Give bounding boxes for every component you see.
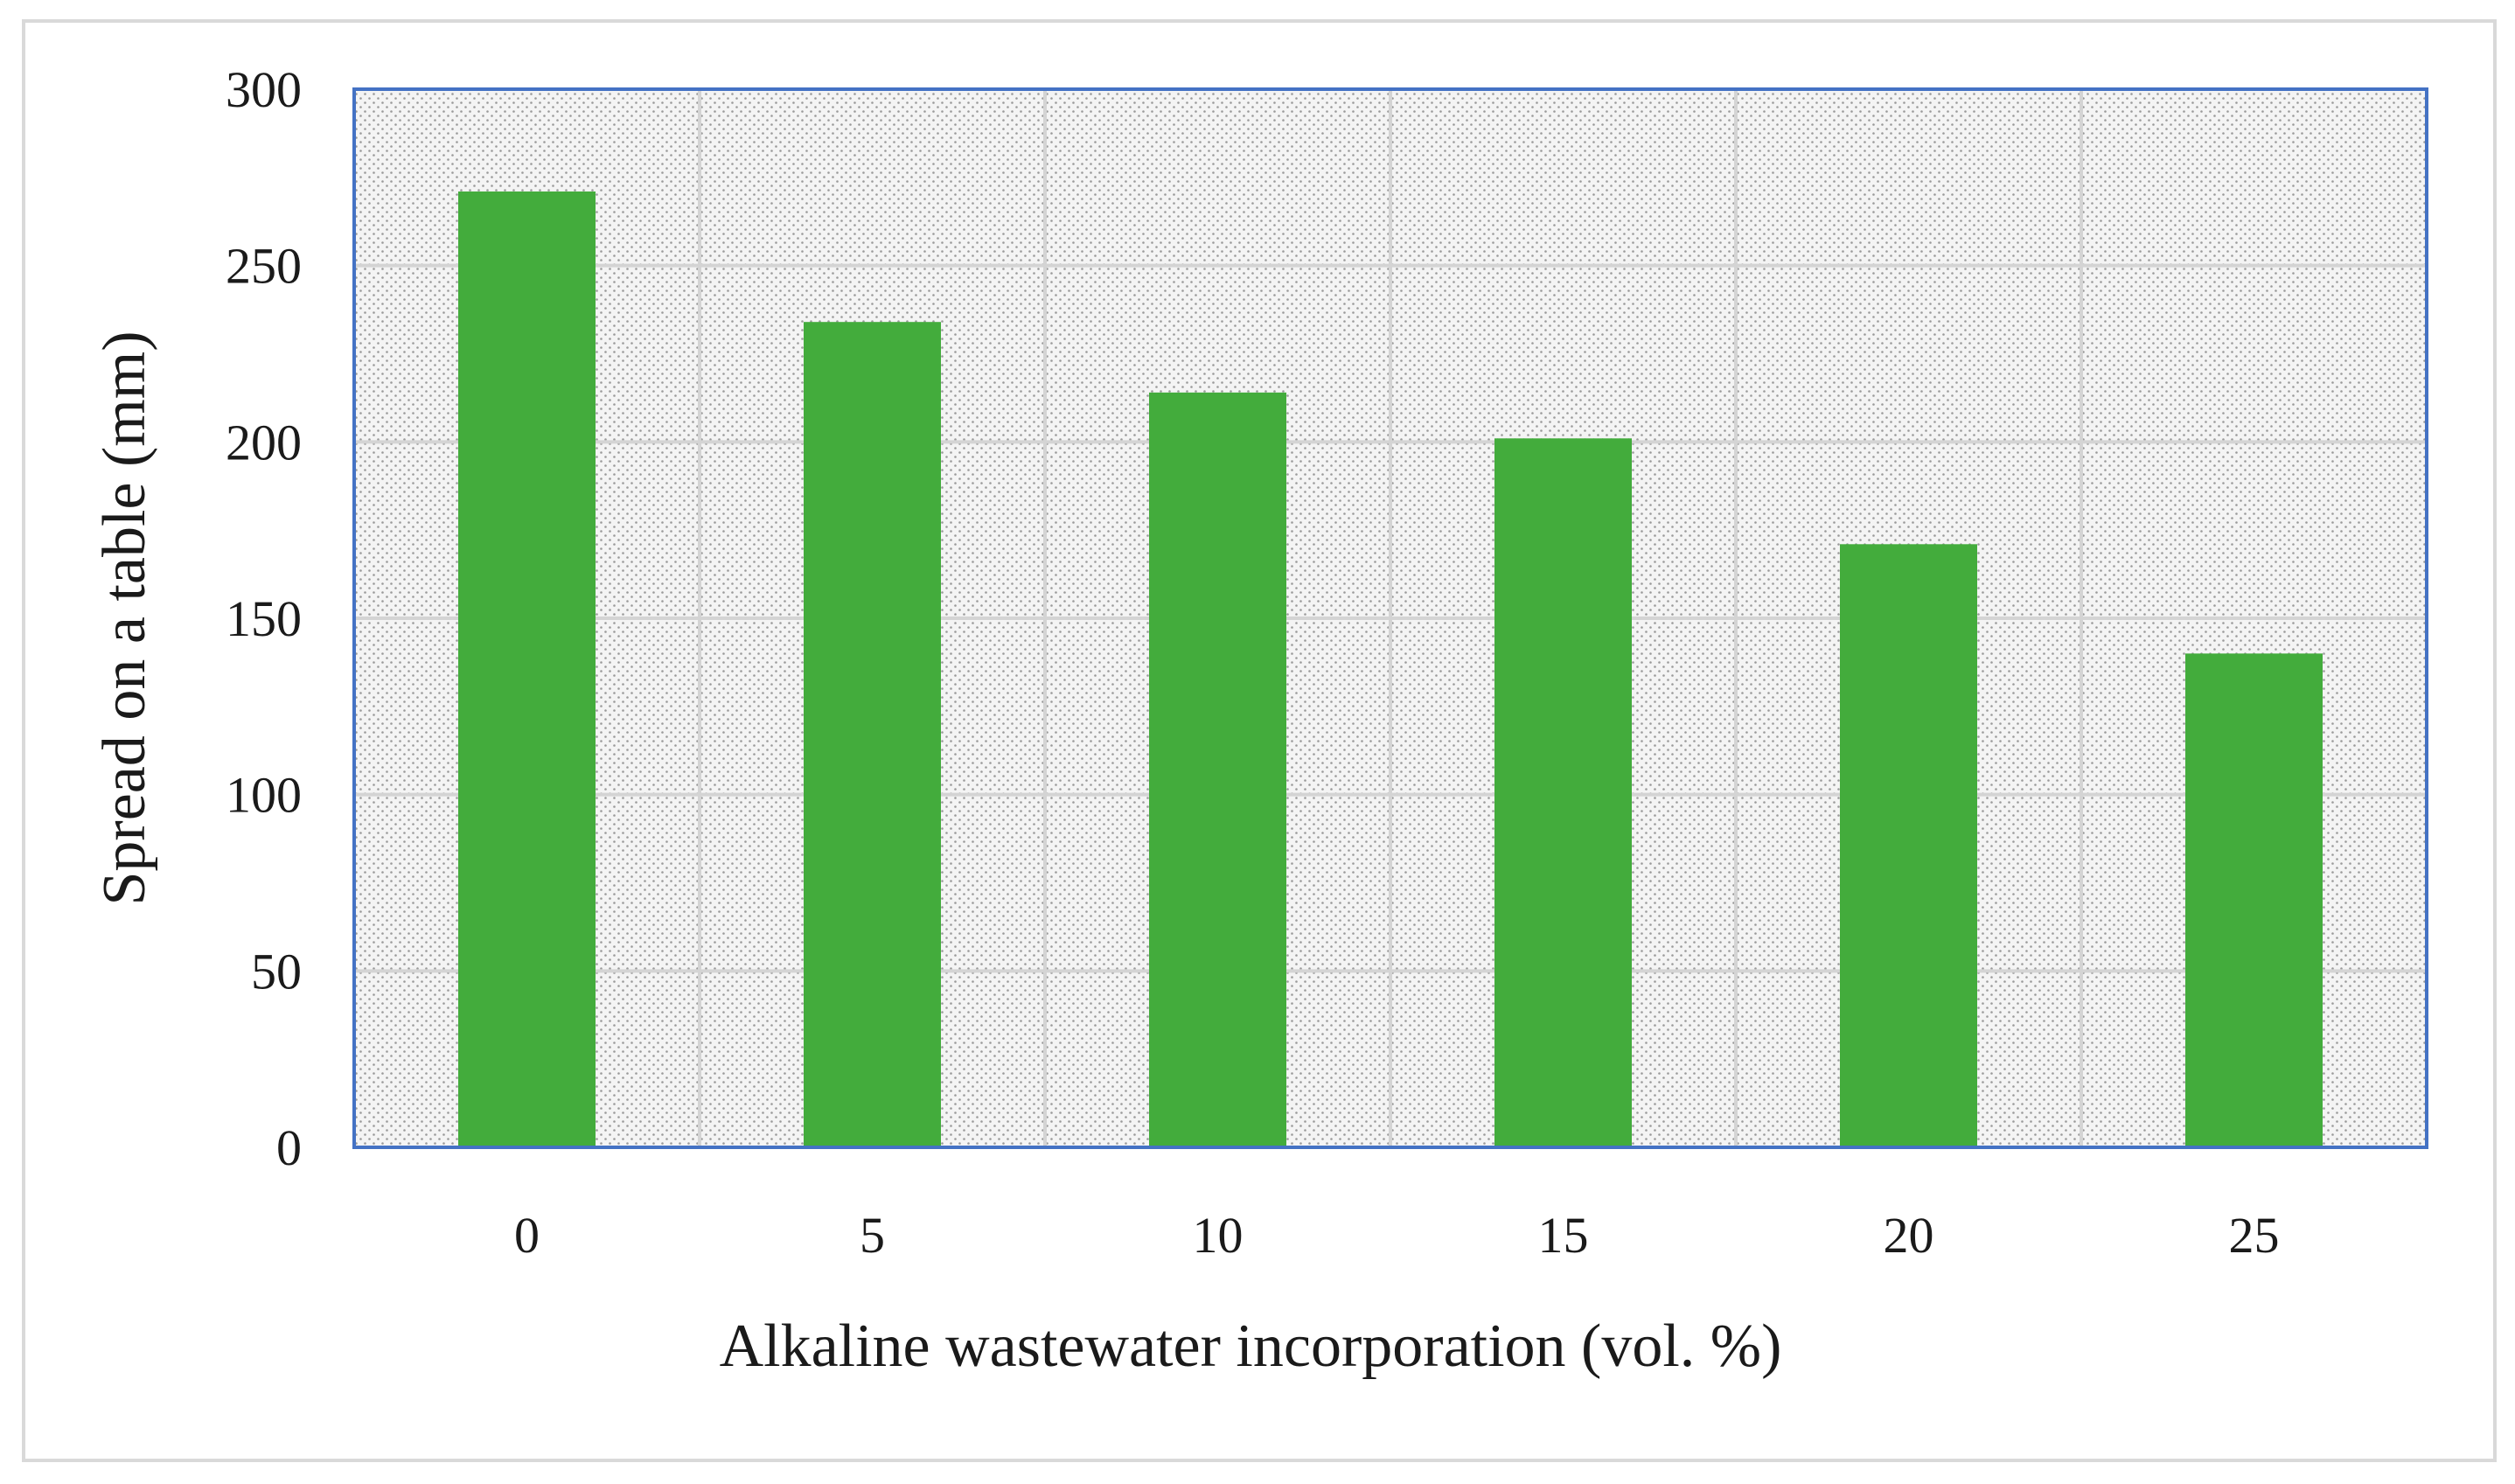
y-tick-label: 0: [276, 1119, 302, 1176]
bar-0: [458, 191, 596, 1147]
y-tick-label: 100: [226, 767, 302, 824]
plot-border: [352, 87, 2428, 1149]
x-axis-title: Alkaline wastewater incorporation (vol. …: [720, 1313, 1782, 1380]
x-axis-ticks: 0 5 10 15 20 25: [514, 1207, 2280, 1264]
gridlines: [354, 89, 2427, 1147]
bar-10: [1149, 392, 1286, 1147]
x-tick-label: 20: [1884, 1207, 1934, 1264]
bar-15: [1494, 438, 1632, 1147]
x-tick-label: 25: [2229, 1207, 2280, 1264]
y-axis-title: Spread on a table (mm): [91, 331, 158, 905]
bar-5: [804, 322, 941, 1147]
y-axis-ticks: 0 50 100 150 200 250 300: [226, 61, 302, 1176]
bar-25: [2185, 653, 2323, 1147]
x-tick-label: 5: [860, 1207, 885, 1264]
y-tick-label: 150: [226, 590, 302, 647]
y-tick-label: 200: [226, 414, 302, 470]
y-tick-label: 50: [251, 943, 302, 1000]
x-tick-label: 15: [1538, 1207, 1589, 1264]
bars: [458, 191, 2323, 1147]
x-tick-label: 10: [1193, 1207, 1244, 1264]
y-tick-label: 250: [226, 238, 302, 295]
bar-20: [1840, 544, 1977, 1147]
y-tick-label: 300: [226, 61, 302, 118]
x-tick-label: 0: [514, 1207, 540, 1264]
